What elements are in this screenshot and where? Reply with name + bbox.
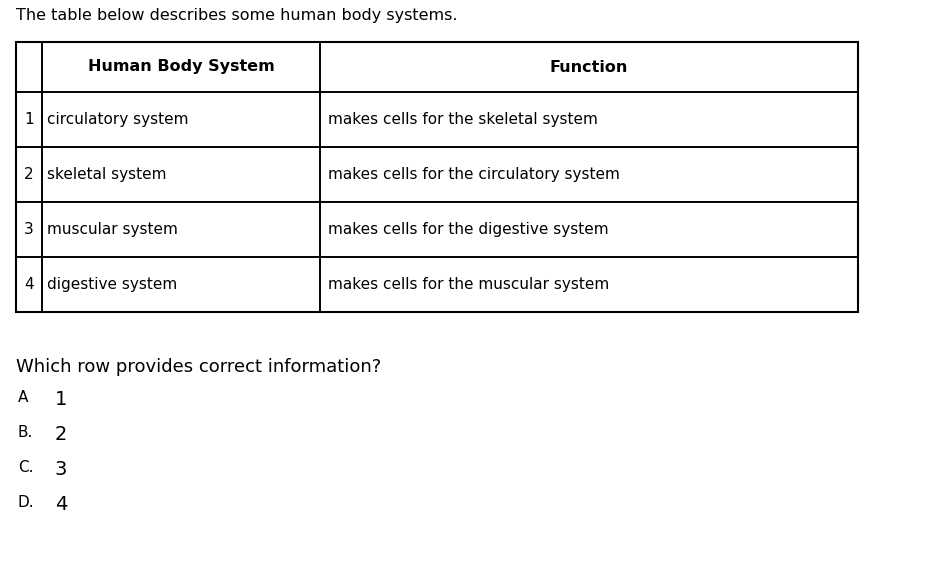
Text: 4: 4 bbox=[24, 277, 33, 292]
Bar bbox=[319, 257, 857, 312]
Bar bbox=[319, 92, 857, 147]
Text: 2: 2 bbox=[55, 425, 68, 444]
Text: skeletal system: skeletal system bbox=[47, 167, 166, 182]
Bar bbox=[42, 42, 319, 92]
Text: makes cells for the digestive system: makes cells for the digestive system bbox=[328, 222, 608, 237]
Text: 4: 4 bbox=[55, 495, 68, 514]
Text: 2: 2 bbox=[24, 167, 33, 182]
Text: Which row provides correct information?: Which row provides correct information? bbox=[16, 358, 380, 376]
Text: B.: B. bbox=[18, 425, 33, 440]
Text: The table below describes some human body systems.: The table below describes some human bod… bbox=[16, 8, 457, 23]
Bar bbox=[16, 202, 42, 257]
Text: Function: Function bbox=[549, 60, 627, 75]
Bar bbox=[16, 147, 42, 202]
Bar bbox=[42, 202, 319, 257]
Text: makes cells for the skeletal system: makes cells for the skeletal system bbox=[328, 112, 598, 127]
Text: 1: 1 bbox=[55, 390, 68, 409]
Text: 3: 3 bbox=[55, 460, 68, 479]
Bar bbox=[16, 257, 42, 312]
Text: Human Body System: Human Body System bbox=[87, 60, 274, 75]
Bar bbox=[319, 147, 857, 202]
Bar bbox=[319, 202, 857, 257]
Bar bbox=[16, 42, 857, 312]
Bar bbox=[16, 92, 42, 147]
Bar bbox=[42, 92, 319, 147]
Text: A: A bbox=[18, 390, 29, 405]
Text: C.: C. bbox=[18, 460, 33, 475]
Bar bbox=[42, 257, 319, 312]
Text: 3: 3 bbox=[24, 222, 33, 237]
Bar bbox=[42, 147, 319, 202]
Text: muscular system: muscular system bbox=[47, 222, 177, 237]
Text: makes cells for the circulatory system: makes cells for the circulatory system bbox=[328, 167, 619, 182]
Text: 1: 1 bbox=[24, 112, 33, 127]
Bar bbox=[319, 42, 857, 92]
Text: circulatory system: circulatory system bbox=[47, 112, 188, 127]
Text: D.: D. bbox=[18, 495, 34, 510]
Bar bbox=[16, 42, 42, 92]
Text: makes cells for the muscular system: makes cells for the muscular system bbox=[328, 277, 609, 292]
Text: digestive system: digestive system bbox=[47, 277, 177, 292]
